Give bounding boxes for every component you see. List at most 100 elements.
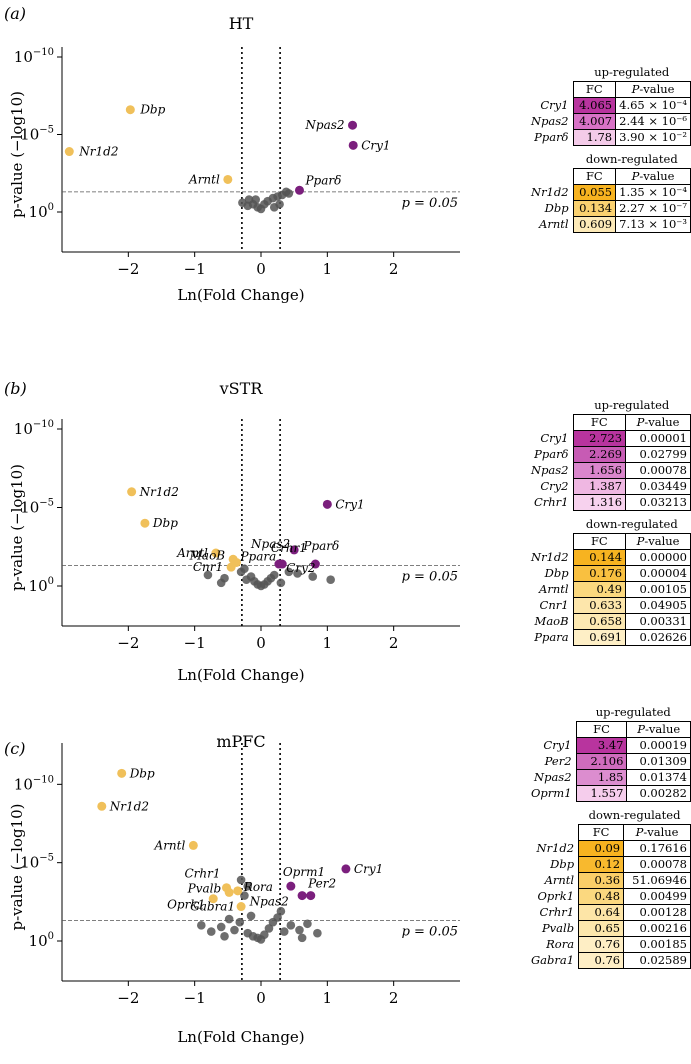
point-not-significant: [308, 572, 318, 581]
point-not-significant: [224, 914, 234, 924]
table-row: Npas2 1.656 0.00078: [528, 462, 691, 479]
point-label: Pvalb: [187, 881, 222, 895]
p-threshold-label: p = 0.05: [402, 196, 458, 211]
table-row: Pparδ 2.269 0.02799: [528, 446, 691, 463]
down-regulated-table: down-regulated FC P-value Nr1d2 0.055 1.35 × …: [528, 152, 691, 233]
point-down-regulated: [117, 768, 127, 778]
p-value: 2.44 × 10⁻⁶: [615, 113, 691, 130]
point-up-regulated: [310, 559, 320, 569]
gene-name: Pvalb: [541, 921, 575, 935]
fold-change-value: 0.609: [572, 216, 617, 233]
fold-change-value: 1.557: [575, 785, 628, 802]
point-label: Nr1d2: [78, 145, 118, 159]
chart-title: vSTR: [219, 379, 264, 398]
x-tick-label: −2: [117, 260, 139, 278]
x-tick-label: 0: [256, 989, 266, 1007]
point-down-regulated: [208, 894, 218, 904]
fold-change-value: 0.658: [572, 613, 627, 630]
gene-name: Pparδ: [534, 130, 569, 144]
p-value: 0.00282: [626, 785, 691, 802]
table-row: Npas2 4.007 2.44 × 10⁻⁶: [528, 113, 691, 130]
point-label: Cry1: [354, 862, 383, 876]
col-header-fc: FC: [572, 533, 627, 550]
point-label: Arntl: [176, 546, 208, 560]
p-value: 0.01309: [626, 753, 691, 770]
table-row: Ppara 0.691 0.02626: [528, 629, 691, 646]
point-label: Cry2: [286, 561, 315, 575]
point-label: Ppara: [239, 549, 276, 563]
table-row: Dbp 0.176 0.00004: [528, 565, 691, 582]
point-not-significant: [326, 575, 335, 585]
point-not-significant: [297, 933, 307, 943]
fold-change-value: 0.76: [578, 952, 625, 969]
table-row: Gabra1 0.76 0.02589: [528, 952, 691, 969]
point-label: Pparδ: [302, 539, 339, 553]
point-down-regulated: [97, 801, 107, 811]
col-header-p-value: P-value: [625, 533, 691, 550]
chart-title: mPFC: [216, 732, 265, 751]
point-down-regulated: [231, 557, 241, 567]
table-row: Cnr1 0.633 0.04905: [528, 597, 691, 614]
y-tick-label: 10−10: [14, 774, 54, 793]
point-label: Npas2: [304, 118, 344, 132]
point-not-significant: [269, 570, 279, 580]
p-value: 0.02799: [625, 446, 691, 463]
up-regulated-table: up-regulated FC P-value Cry1 4.065 4.65 × 10⁻…: [528, 65, 691, 146]
point-not-significant: [303, 919, 312, 929]
point-up-regulated: [289, 545, 299, 555]
point-not-significant: [276, 906, 286, 916]
y-tick-label: 10−5: [20, 498, 54, 517]
point-not-significant: [240, 564, 249, 574]
point-label: Per2: [307, 877, 336, 891]
point-up-regulated: [277, 559, 287, 569]
point-up-regulated: [341, 864, 351, 874]
p-value: 0.02626: [625, 629, 691, 646]
x-tick-label: −2: [117, 634, 139, 652]
col-header-fc: FC: [578, 824, 625, 841]
gene-name: Cnr1: [539, 598, 569, 612]
y-tick-label: 10−10: [14, 47, 54, 66]
p-value: 0.00004: [625, 565, 691, 582]
table-row: Npas2 1.85 0.01374: [528, 769, 691, 786]
fold-change-value: 1.78: [572, 129, 617, 146]
point-label: Crhr1: [184, 867, 220, 881]
col-header-fc: FC: [572, 168, 617, 185]
point-not-significant: [293, 569, 302, 578]
point-label: Arntl: [154, 838, 186, 852]
table-row: Nr1d2 0.144 0.00000: [528, 549, 691, 566]
point-not-significant: [246, 911, 256, 921]
gene-name: Crhr1: [539, 905, 575, 919]
point-label: Dbp: [139, 103, 165, 117]
p-value: 0.00078: [623, 856, 691, 873]
p-value: 0.00019: [626, 737, 691, 754]
point-down-regulated: [64, 147, 74, 157]
point-label: Oprm1: [283, 865, 325, 879]
fold-change-value: 4.065: [572, 97, 617, 114]
point-label: Arntl: [188, 172, 220, 186]
x-tick-label: 0: [256, 260, 266, 278]
gene-name: Nr1d2: [536, 841, 575, 855]
x-tick-label: 1: [323, 260, 333, 278]
point-label: Crhr1: [271, 541, 307, 555]
gene-name: Dbp: [544, 201, 569, 215]
table-row: Nr1d2 0.055 1.35 × 10⁻⁴: [528, 184, 691, 201]
gene-name: Nr1d2: [531, 185, 569, 199]
p-value: 0.00128: [623, 904, 691, 921]
point-label: Cnr1: [193, 560, 223, 574]
y-tick-label: 10−5: [20, 125, 54, 144]
fold-change-value: 1.656: [572, 462, 627, 479]
table-row: Crhr1 0.64 0.00128: [528, 904, 691, 921]
fold-change-value: 0.12: [578, 856, 625, 873]
point-up-regulated: [348, 120, 358, 130]
point-label: Oprk1: [167, 898, 205, 912]
gene-name: Npas2: [531, 463, 569, 477]
point-not-significant: [284, 189, 294, 198]
point-not-significant: [235, 917, 245, 927]
table-row: Arntl 0.36 51.06946: [528, 872, 691, 889]
point-not-significant: [216, 578, 226, 588]
gene-name: Crhr1: [533, 495, 569, 509]
gene-name: Npas2: [531, 114, 569, 128]
point-not-significant: [206, 927, 216, 936]
x-tick-label: 2: [389, 260, 399, 278]
point-not-significant: [244, 195, 254, 204]
